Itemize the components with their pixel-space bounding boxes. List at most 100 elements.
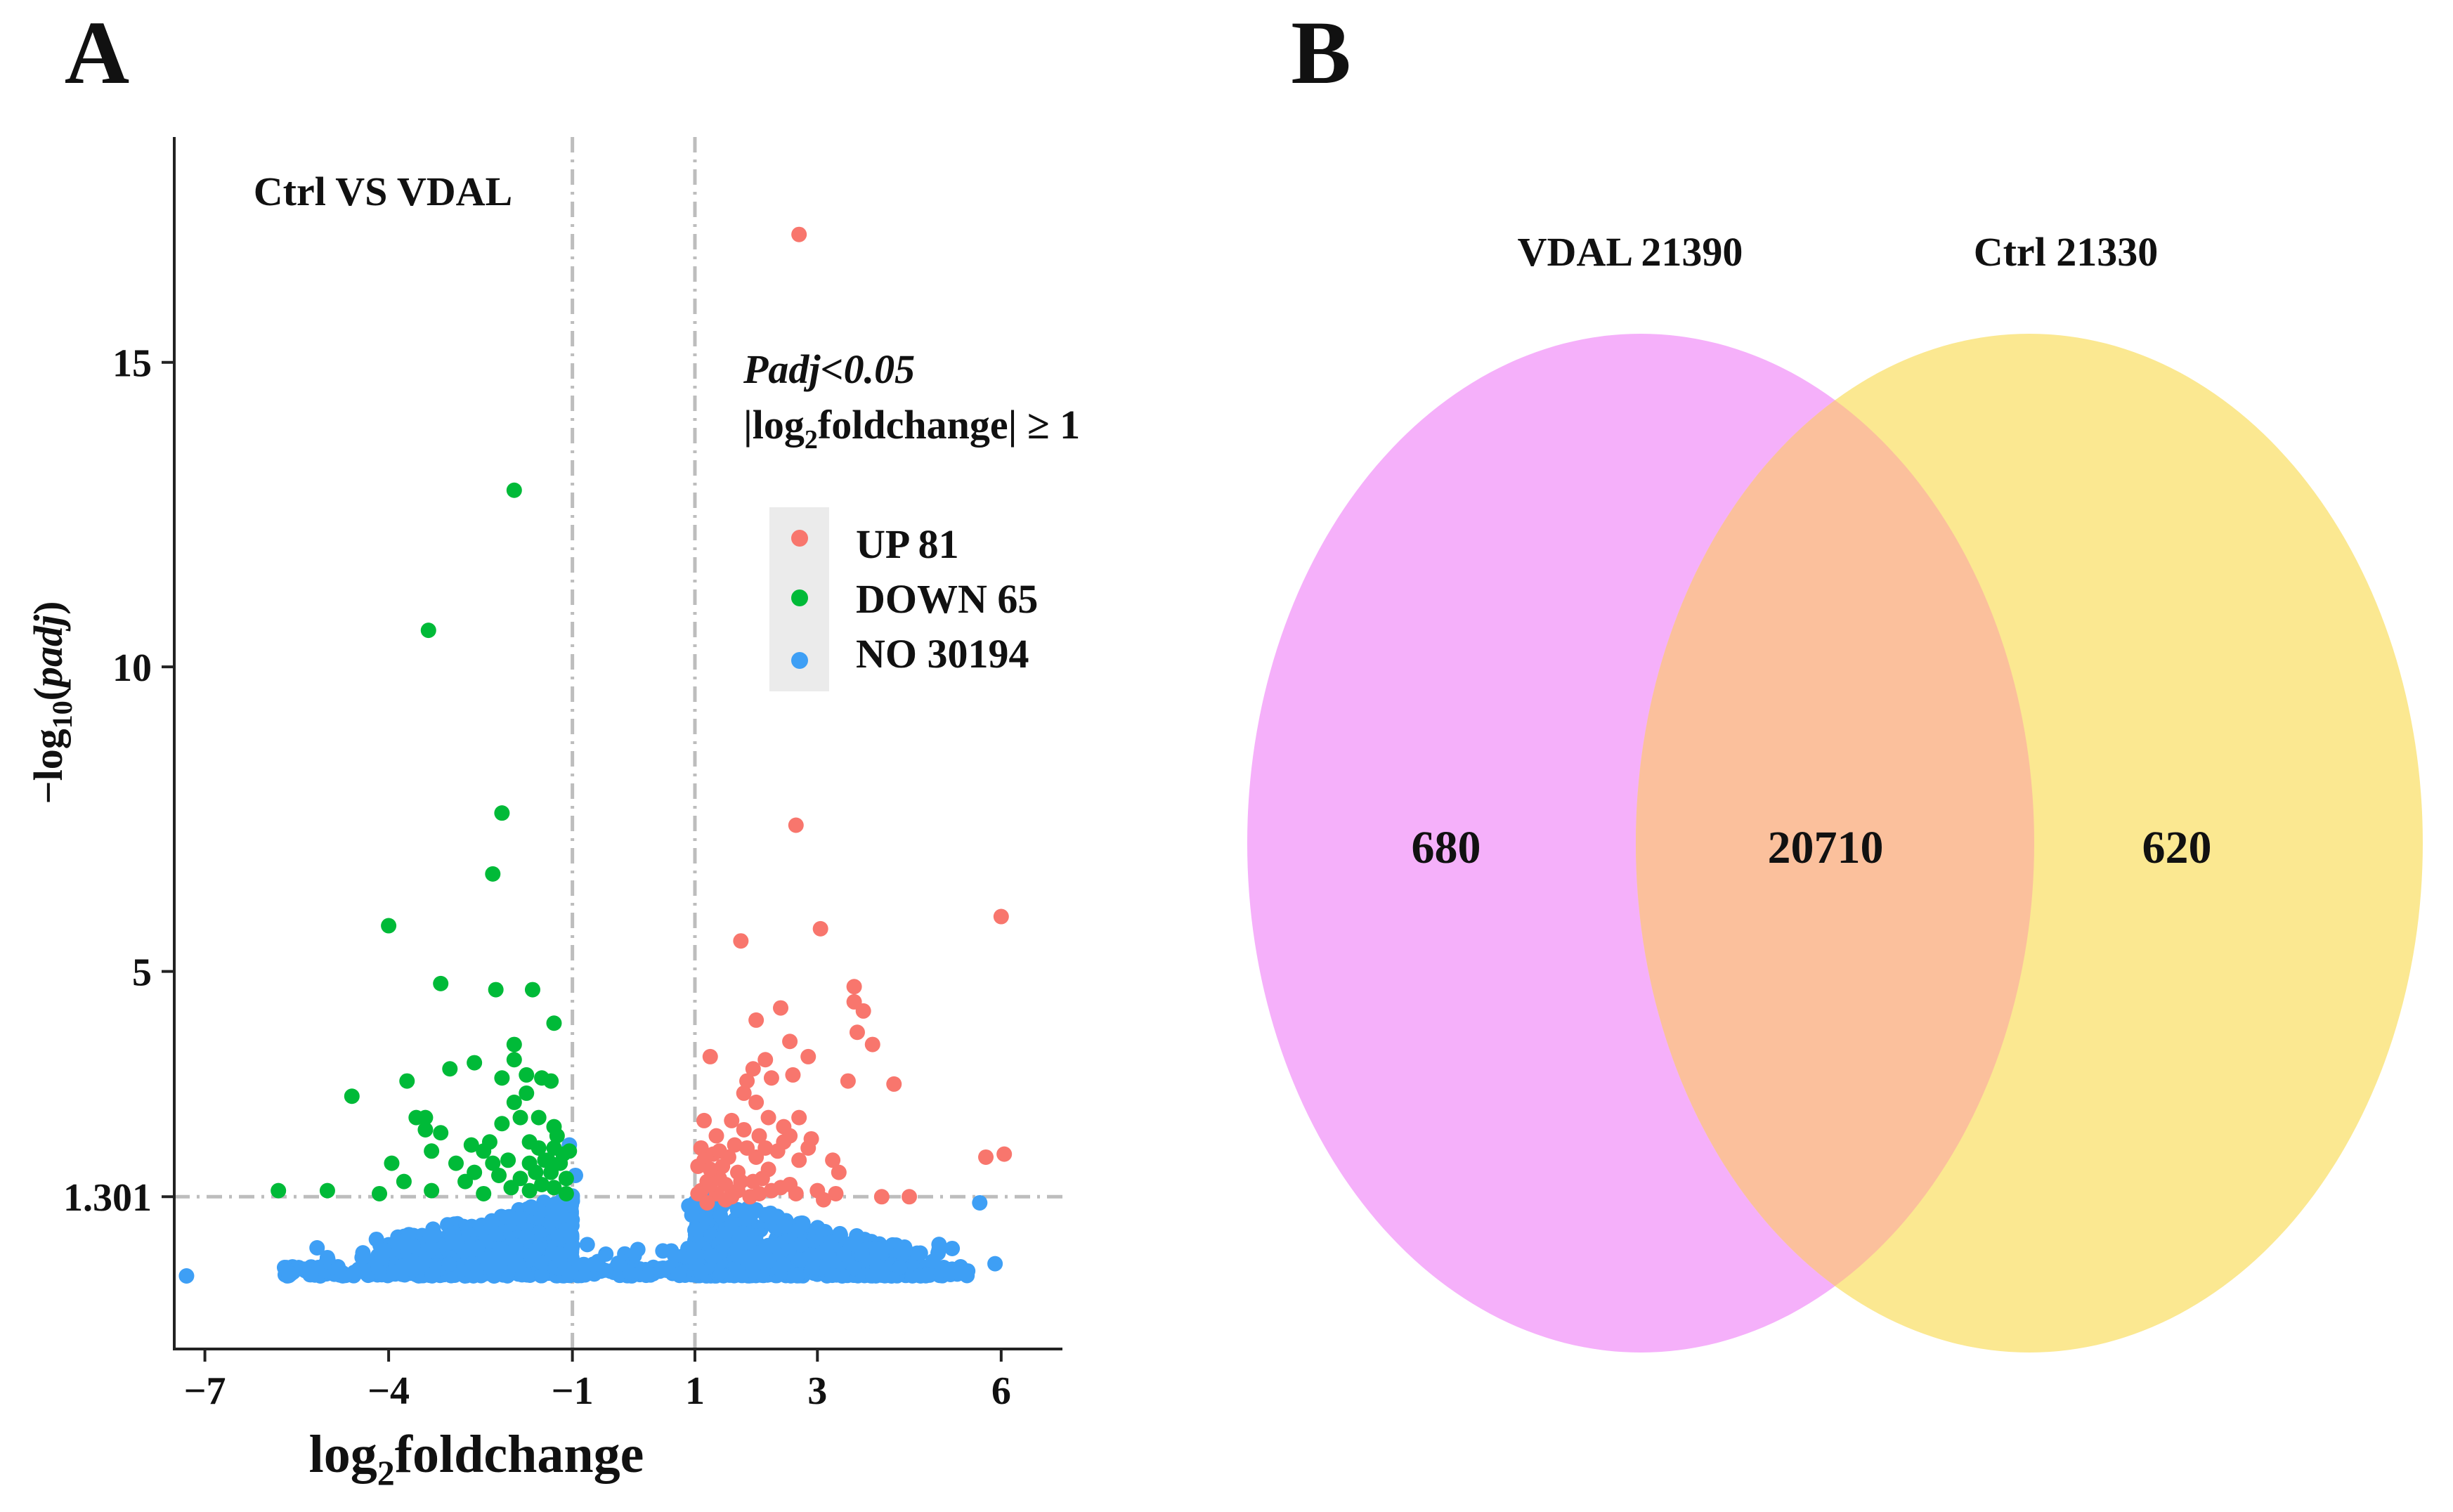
no-point [804, 1246, 820, 1263]
no-point [748, 1202, 764, 1218]
up-point [978, 1149, 994, 1165]
down-point [506, 1094, 522, 1110]
no-point [729, 1201, 746, 1218]
down-point [546, 1015, 562, 1031]
no-point [585, 1256, 601, 1272]
no-point [733, 1267, 749, 1283]
down-point [512, 1109, 528, 1126]
down-point [399, 1073, 415, 1089]
no-point [391, 1234, 407, 1250]
legend-no-label: NO 30194 [856, 631, 1029, 677]
no-point [760, 1207, 776, 1223]
up-point [816, 1192, 832, 1208]
down-point [549, 1128, 565, 1144]
no-point [319, 1249, 335, 1265]
x-axis-title: log2foldchange [309, 1425, 644, 1492]
down-point [417, 1121, 434, 1138]
down-point [485, 866, 501, 882]
x-tick-label: 3 [807, 1369, 827, 1413]
down-point [396, 1173, 412, 1190]
down-point [524, 982, 540, 998]
up-point [785, 1067, 801, 1083]
up-point [782, 1034, 798, 1050]
up-point [902, 1189, 918, 1205]
up-point [849, 1024, 865, 1041]
down-point [546, 1180, 562, 1196]
up-point [733, 933, 749, 949]
up-point [693, 1140, 709, 1156]
no-point [511, 1211, 527, 1227]
down-point [543, 1073, 559, 1089]
down-point [491, 1167, 507, 1183]
no-point [793, 1237, 809, 1253]
up-point [800, 1048, 816, 1064]
up-point [757, 1140, 774, 1156]
down-point [503, 1180, 519, 1196]
y-tick-label: 5 [132, 951, 152, 995]
y-tick-label: 10 [112, 646, 152, 690]
axes [173, 137, 1062, 1350]
no-point [424, 1266, 441, 1282]
up-point [840, 1073, 856, 1089]
no-point [748, 1245, 764, 1261]
no-point [987, 1256, 1003, 1272]
x-tick-label: 1 [685, 1369, 705, 1413]
down-point [476, 1185, 492, 1201]
legend-down-marker [791, 589, 808, 606]
no-point [844, 1236, 860, 1252]
up-point [757, 1052, 774, 1068]
up-point [733, 1173, 749, 1190]
legend-up-label: UP 81 [856, 521, 959, 567]
up-point [748, 1012, 764, 1028]
no-point [688, 1221, 704, 1237]
down-point [420, 623, 436, 639]
down-point [488, 982, 504, 998]
comparison-annotation: Ctrl VS VDAL [254, 169, 512, 214]
no-point [178, 1267, 195, 1284]
no-point [488, 1226, 505, 1242]
no-point [464, 1256, 480, 1272]
up-point [708, 1128, 724, 1144]
up-point [993, 908, 1009, 925]
down-point [442, 1061, 458, 1077]
down-point [494, 805, 510, 821]
up-point [776, 1119, 792, 1135]
no-point [897, 1241, 913, 1258]
down-point [424, 1143, 440, 1159]
legend-down-label: DOWN 65 [856, 576, 1038, 622]
venn-left-only-count: 680 [1412, 822, 1481, 873]
no-point [703, 1247, 720, 1263]
no-point [686, 1244, 702, 1260]
down-point [417, 1109, 434, 1126]
venn-right-only-count: 620 [2142, 822, 2212, 873]
no-point [892, 1260, 908, 1276]
no-point [346, 1264, 363, 1280]
no-point [441, 1256, 457, 1272]
down-point [506, 1052, 522, 1068]
volcano-plot: −7 −4 −1 1 3 6 1.301 5 10 15 [63, 137, 1062, 1413]
down-point [381, 918, 397, 934]
y-tick-label: 15 [112, 342, 152, 386]
no-point [557, 1222, 573, 1238]
venn-intersection-count: 20710 [1768, 822, 1884, 873]
up-point [788, 1185, 804, 1201]
up-point [886, 1076, 902, 1092]
no-point [869, 1258, 885, 1275]
down-point [271, 1182, 287, 1199]
no-point [745, 1262, 761, 1278]
venn-right-set-label: Ctrl 21330 [1974, 229, 2159, 275]
up-point [788, 817, 804, 833]
no-point [405, 1238, 422, 1254]
down-point [500, 1152, 516, 1168]
up-point [745, 1061, 761, 1077]
no-point [918, 1267, 934, 1284]
no-point [760, 1237, 776, 1253]
down-point [481, 1134, 497, 1150]
no-point [423, 1229, 439, 1245]
legend: UP 81 DOWN 65 NO 30194 [769, 507, 1038, 691]
no-point [736, 1250, 753, 1266]
no-point [787, 1266, 803, 1282]
no-point [508, 1238, 524, 1254]
down-point [531, 1140, 547, 1156]
